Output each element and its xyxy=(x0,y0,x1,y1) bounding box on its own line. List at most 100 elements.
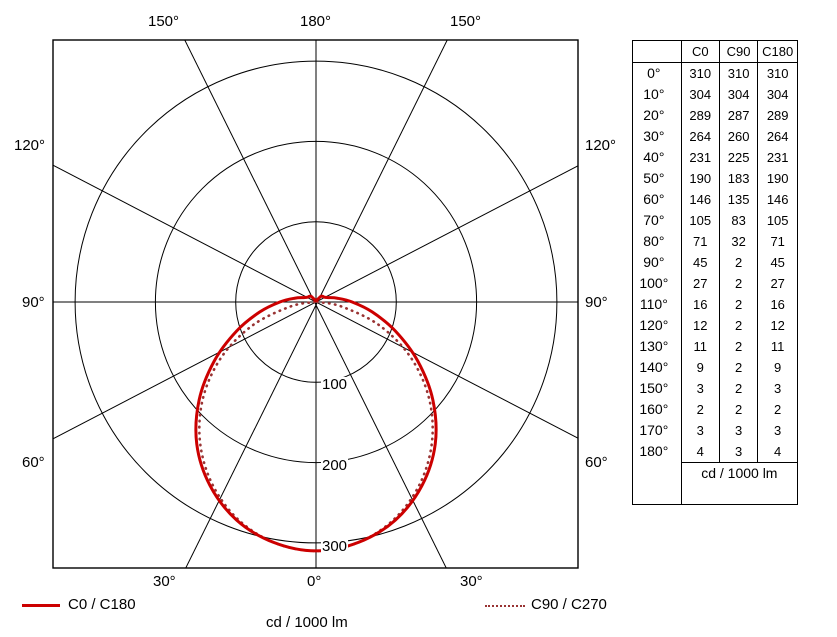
table-cell-c0: 2 xyxy=(680,399,720,420)
table-header-row: C0 C90 C180 xyxy=(633,41,797,63)
table-cell-c90: 287 xyxy=(718,105,758,126)
angle-label-top-left: 150° xyxy=(148,13,180,30)
table-cell-c180: 27 xyxy=(757,273,797,294)
angle-label-left-120: 120° xyxy=(14,137,46,154)
table-row: 80° 71 32 71 xyxy=(633,231,797,252)
table-cell-angle: 180° xyxy=(639,443,669,460)
table-row: 50° 190 183 190 xyxy=(633,168,797,189)
table-cell-c180: 2 xyxy=(757,399,797,420)
table-cell-c0: 9 xyxy=(680,357,720,378)
table-row: 20° 289 287 289 xyxy=(633,105,797,126)
table-cell-c180: 146 xyxy=(757,189,797,210)
table-cell-c90: 2 xyxy=(718,336,758,357)
table-cell-c0: 45 xyxy=(680,252,720,273)
table-cell-c90: 2 xyxy=(718,273,758,294)
angle-label-bottom-center: 0° xyxy=(307,573,322,590)
table-row: 60° 146 135 146 xyxy=(633,189,797,210)
table-cell-c0: 3 xyxy=(680,378,720,399)
table-cell-angle: 140° xyxy=(639,359,669,375)
table-cell-c180: 264 xyxy=(757,126,797,147)
angle-label-top-right: 150° xyxy=(450,13,482,30)
table-cell-c90: 225 xyxy=(718,147,758,168)
table-cell-angle: 30° xyxy=(643,128,665,144)
curve-c0-c180 xyxy=(194,294,438,553)
table-cell-angle: 40° xyxy=(643,149,665,165)
table-cell-c90: 260 xyxy=(718,126,758,147)
spoke-150-330 xyxy=(185,40,448,568)
table-row: 160° 2 2 2 xyxy=(633,399,797,420)
table-cell-c90: 135 xyxy=(718,189,758,210)
table-footer-pad-row xyxy=(633,484,797,505)
radial-label-100: 100 xyxy=(321,376,349,393)
table-cell-c90: 3 xyxy=(718,420,758,441)
table-header-angle xyxy=(633,41,682,63)
angle-label-right-60: 60° xyxy=(585,454,608,471)
table-cell-c180: 310 xyxy=(757,62,797,84)
table-cell-c0: 4 xyxy=(680,441,720,463)
table-cell-c180: 304 xyxy=(757,84,797,105)
table-cell-c0: 16 xyxy=(680,294,720,315)
legend-label-c90: C90 / C270 xyxy=(531,596,607,613)
angle-label-left-90: 90° xyxy=(22,294,45,311)
table-row: 10° 304 304 304 xyxy=(633,84,797,105)
radial-label-300: 300 xyxy=(321,538,349,555)
polar-grid xyxy=(53,40,578,568)
table-cell-c90: 83 xyxy=(718,210,758,231)
table-cell-c180: 4 xyxy=(757,441,797,463)
table-cell-c0: 289 xyxy=(680,105,720,126)
table-cell-c90: 2 xyxy=(718,315,758,336)
angle-label-right-90: 90° xyxy=(585,294,608,311)
angle-label-top-center: 180° xyxy=(300,13,332,30)
table-cell-angle: 170° xyxy=(639,422,669,438)
table-cell-c180: 289 xyxy=(757,105,797,126)
table-cell-c90: 2 xyxy=(718,252,758,273)
table-cell-angle: 0° xyxy=(647,65,661,81)
table-footer-blank xyxy=(633,463,681,485)
unit-caption: cd / 1000 lm xyxy=(266,614,348,631)
angle-label-bottom-left: 30° xyxy=(153,573,176,590)
intensity-data-table: C0 C90 C180 0° 310 310 310 10° 304 304 304 20° 28… xyxy=(632,40,798,505)
table-cell-angle: 60° xyxy=(643,191,665,207)
table-cell-angle: 80° xyxy=(643,233,665,249)
table-cell-c90: 32 xyxy=(718,231,758,252)
intensity-table: C0 C90 C180 0° 310 310 310 10° 304 304 304 20° 28… xyxy=(633,41,797,505)
table-cell-c0: 12 xyxy=(680,315,720,336)
table-cell-angle: 90° xyxy=(643,254,665,270)
table-cell-c180: 3 xyxy=(757,378,797,399)
table-row: 180° 4 3 4 xyxy=(633,441,797,463)
table-cell-c180: 231 xyxy=(757,147,797,168)
plot-frame xyxy=(52,39,579,569)
table-cell-c90: 2 xyxy=(718,378,758,399)
table-row: 90° 45 2 45 xyxy=(633,252,797,273)
table-cell-c90: 3 xyxy=(718,441,758,463)
table-cell-c180: 190 xyxy=(757,168,797,189)
angle-label-bottom-right: 30° xyxy=(460,573,483,590)
legend-swatch-c0 xyxy=(22,604,60,607)
table-cell-c0: 71 xyxy=(680,231,720,252)
table-cell-c180: 105 xyxy=(757,210,797,231)
polar-plot-svg xyxy=(52,39,579,569)
table-cell-c90: 304 xyxy=(718,84,758,105)
table-row: 0° 310 310 310 xyxy=(633,62,797,84)
table-cell-c0: 264 xyxy=(680,126,720,147)
table-cell-c0: 304 xyxy=(680,84,720,105)
table-cell-c180: 12 xyxy=(757,315,797,336)
table-header-c180: C180 xyxy=(757,41,797,63)
table-header-c0: C0 xyxy=(680,41,720,63)
table-cell-c180: 71 xyxy=(757,231,797,252)
table-cell-angle: 130° xyxy=(639,338,669,354)
table-cell-c180: 45 xyxy=(757,252,797,273)
table-footer-row: cd / 1000 lm xyxy=(633,462,797,485)
angle-label-right-120: 120° xyxy=(585,137,617,154)
legend-label-c0: C0 / C180 xyxy=(68,596,136,613)
legend-swatch-c90 xyxy=(485,605,525,607)
table-cell-c0: 27 xyxy=(680,273,720,294)
table-cell-c90: 2 xyxy=(718,294,758,315)
table-cell-c180: 9 xyxy=(757,357,797,378)
table-cell-c0: 3 xyxy=(680,420,720,441)
table-row: 130° 11 2 11 xyxy=(633,336,797,357)
table-cell-c90: 183 xyxy=(718,168,758,189)
table-cell-c0: 11 xyxy=(680,336,720,357)
polar-plot: 150° 180° 150° 120° 90° 60° 120° 90° 60°… xyxy=(14,13,617,631)
